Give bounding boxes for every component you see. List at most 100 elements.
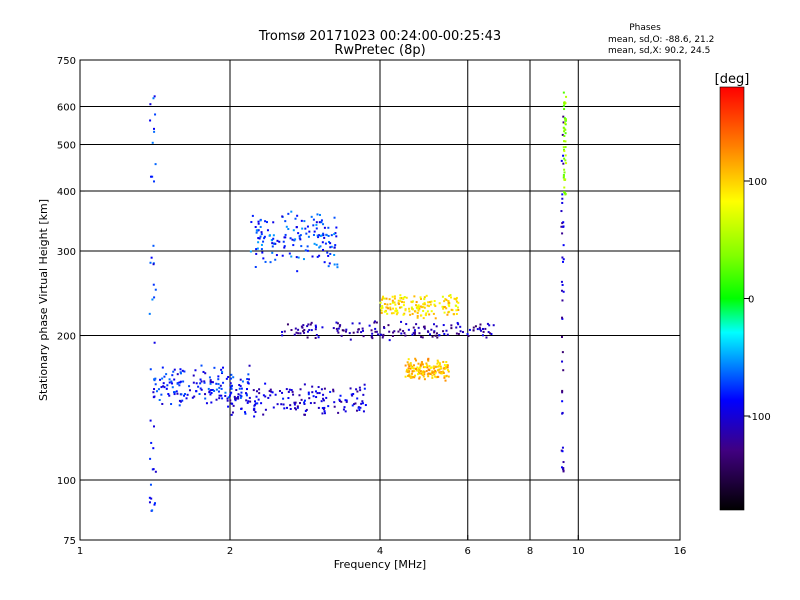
data-point [410,300,413,303]
data-point [422,305,425,308]
data-point [200,380,203,383]
data-point [175,390,178,393]
data-point [560,159,563,162]
data-point [563,108,566,111]
data-point [342,408,345,411]
data-point [415,301,418,304]
data-point [245,399,248,402]
data-point [285,406,288,409]
data-point [152,447,155,450]
data-point [308,230,311,233]
data-point [412,326,415,329]
data-point [154,377,157,380]
data-point [257,398,260,401]
data-point [319,245,322,248]
data-point [413,295,416,298]
data-point [439,372,442,375]
data-point [431,371,434,374]
data-point [322,223,325,226]
data-point [404,309,407,312]
data-point [421,363,424,366]
data-point [262,240,265,243]
data-point [414,374,417,377]
data-point [400,332,403,335]
data-point [241,380,244,383]
data-point [391,335,394,338]
data-point [307,393,310,396]
data-point [217,378,220,381]
data-point [195,382,198,385]
data-point [287,397,290,400]
data-point [292,229,295,232]
data-point [317,336,320,339]
data-point [562,467,565,470]
data-point [564,102,567,105]
data-point [230,387,233,390]
data-point [311,255,314,258]
data-point [318,392,321,395]
data-point [238,383,241,386]
y-tick-label: 75 [63,536,76,547]
data-point [257,220,260,223]
data-point [295,226,298,229]
data-point [230,384,233,387]
data-point [423,371,426,374]
data-point [407,374,410,377]
data-point [393,330,396,333]
data-point [306,245,309,248]
data-point [429,367,432,370]
data-point [361,327,364,330]
data-point [255,390,258,393]
data-point [352,392,355,395]
data-point [433,331,436,334]
data-point [561,193,564,196]
data-point [433,330,436,333]
data-point [456,306,459,309]
data-point [313,230,316,233]
data-point [381,306,384,309]
y-tick-label: 750 [57,56,76,67]
data-point [349,387,352,390]
data-point [416,369,419,372]
data-point [442,307,445,310]
data-point [425,370,428,373]
data-point [433,303,436,306]
data-point [562,369,565,372]
data-point [287,212,290,215]
data-point [446,313,449,316]
data-point [564,122,567,125]
data-point [171,386,174,389]
data-point [282,240,285,243]
data-point [325,396,328,399]
data-point [563,168,566,171]
data-point [161,377,164,380]
data-point [351,394,354,397]
data-point [438,363,441,366]
data-point [410,365,413,368]
data-point [370,335,373,338]
data-point [294,217,297,220]
data-point [323,226,326,229]
data-point [354,402,357,405]
data-point [231,402,234,405]
data-point [409,367,412,370]
data-point [418,307,421,310]
data-point [371,337,374,340]
data-point [272,406,275,409]
data-point [323,387,326,390]
data-point [256,247,259,250]
data-point [149,103,152,106]
data-point [329,246,332,249]
data-point [335,235,338,238]
data-point [234,397,237,400]
data-point [355,409,358,412]
data-point [289,237,292,240]
data-point [217,390,220,393]
colorbar-label: [deg] [715,72,750,87]
data-point [253,409,256,412]
data-point [362,410,365,413]
data-point [222,381,225,384]
data-point [423,303,426,306]
data-point [459,325,462,328]
